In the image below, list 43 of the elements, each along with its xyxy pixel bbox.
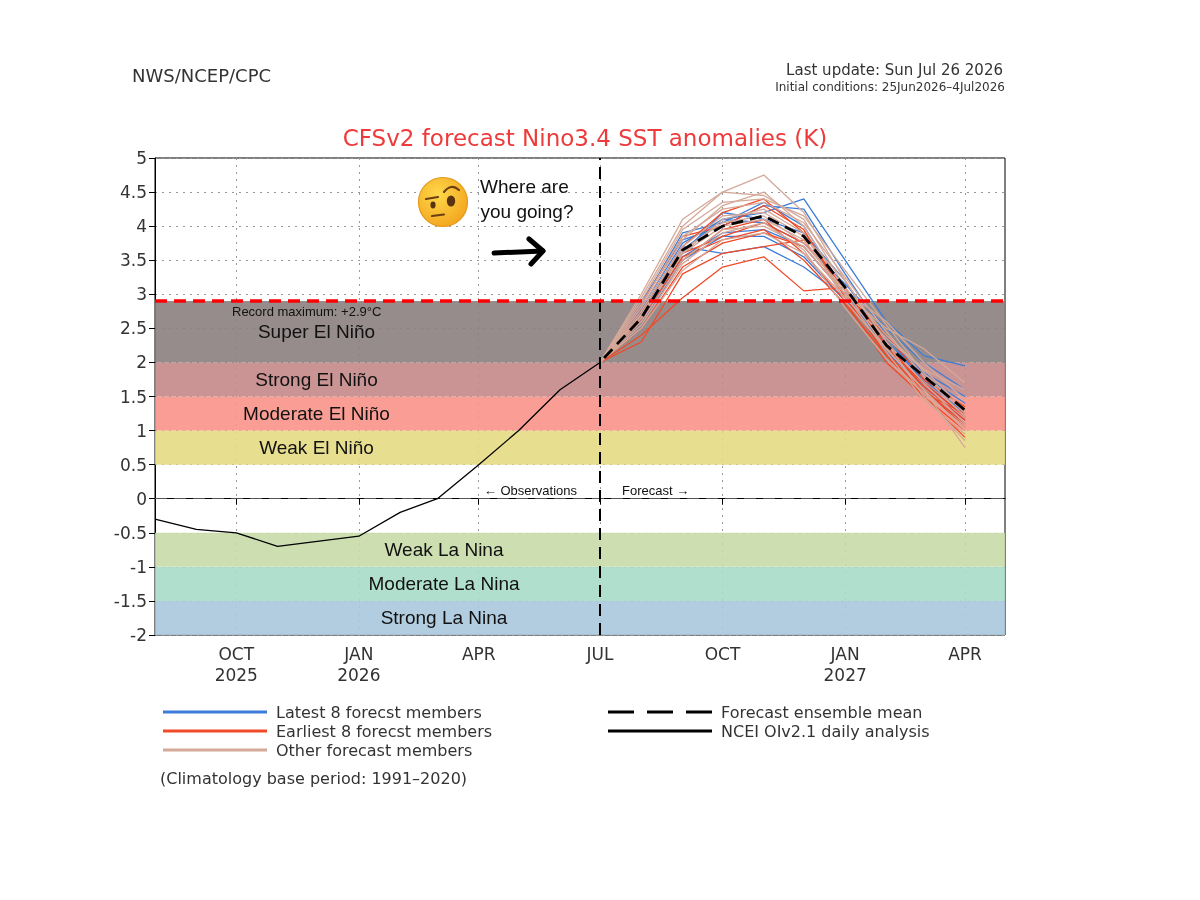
- band-label: Strong El Niño: [255, 368, 378, 390]
- band-label: Weak La Nina: [384, 539, 504, 561]
- y-tick-label: 5: [136, 148, 147, 168]
- x-tick-label: JUL: [585, 643, 614, 664]
- legend-label: NCEI OIv2.1 daily analysis: [721, 721, 930, 741]
- text: Initial conditions: 25Jun2026–4Jul2026: [775, 80, 1005, 94]
- legend-label: Latest 8 forecst members: [276, 702, 482, 722]
- text: Last update: Sun Jul 26 2026: [786, 61, 1003, 79]
- ref-line-label: Record maximum: +2.9°C: [232, 304, 382, 320]
- x-tick-label: OCT: [704, 643, 741, 664]
- band-label: Strong La Nina: [380, 607, 508, 629]
- text: (Climatology base period: 1991–2020): [160, 768, 468, 788]
- y-tick-label: 2.5: [119, 318, 147, 339]
- text: NWS/NCEP/CPC: [132, 64, 272, 86]
- band-label: Moderate El Niño: [243, 403, 390, 425]
- legend-label: Forecast ensemble mean: [721, 702, 923, 722]
- y-tick-label: 0: [136, 488, 147, 509]
- legend-label: Earliest 8 forecst members: [276, 721, 493, 741]
- annotation: Where are you going?: [480, 176, 574, 222]
- y-tick-label: 4: [136, 216, 147, 237]
- y-tick-label: 3.5: [119, 250, 147, 271]
- y-tick-label: 0.5: [119, 454, 147, 475]
- y-tick-label: -2: [130, 625, 147, 645]
- x-tick-label: JAN 2027: [823, 643, 867, 685]
- x-tick-label: OCT 2025: [214, 643, 258, 685]
- y-tick-label: -1.5: [113, 590, 147, 611]
- y-tick-label: 1.5: [119, 386, 147, 407]
- x-tick-label: APR: [461, 643, 496, 664]
- chart-title: CFSv2 forecast Nino3.4 SST anomalies (K): [342, 124, 828, 151]
- y-tick-label: 4.5: [119, 182, 147, 203]
- y-tick-label: -1: [130, 556, 147, 577]
- y-tick-label: -0.5: [113, 522, 147, 543]
- band-label: Moderate La Nina: [368, 573, 520, 595]
- x-tick-label: JAN 2026: [337, 643, 381, 685]
- annotation: Forecast →: [622, 482, 690, 498]
- y-tick-label: 1: [136, 420, 147, 441]
- x-tick-label: APR: [948, 643, 983, 664]
- annotation: ← Observations: [483, 482, 578, 498]
- y-tick-label: 3: [136, 284, 147, 305]
- legend-label: Other forecast members: [276, 740, 473, 760]
- y-tick-label: 2: [136, 352, 147, 373]
- band-label: Super El Niño: [257, 321, 376, 343]
- band-label: Weak El Niño: [259, 437, 374, 459]
